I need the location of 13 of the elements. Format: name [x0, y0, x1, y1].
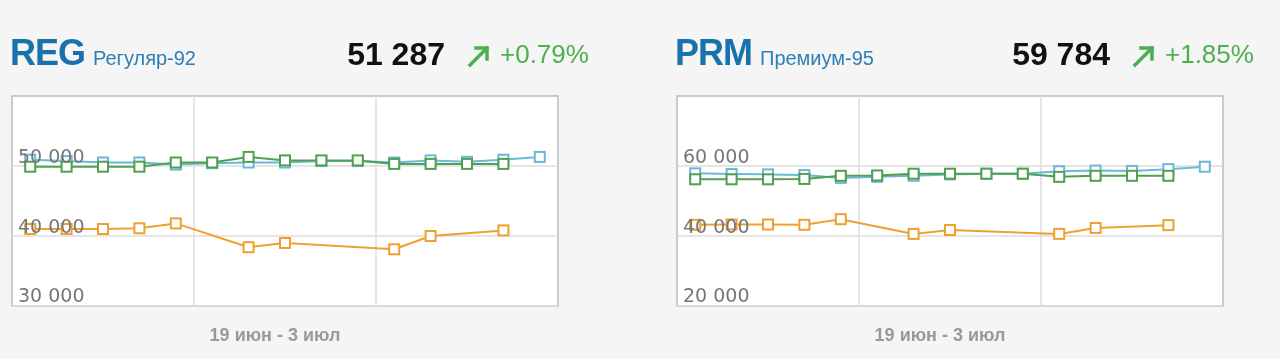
text: +1.85% — [1165, 39, 1254, 69]
text: +0.79% — [500, 39, 589, 69]
chart-title: PRM — [675, 32, 752, 73]
x-axis-title: 19 июн - 3 июл — [209, 325, 341, 345]
chart-title: REG — [10, 32, 86, 73]
text: 59 784 — [1012, 36, 1111, 72]
chart-subtitle: Регуляр-92 — [93, 47, 196, 69]
y-tick-label: 30 000 — [18, 284, 85, 306]
y-tick-label: 60 000 — [683, 145, 750, 167]
chart-subtitle: Премиум-95 — [760, 47, 874, 69]
y-tick-label: 20 000 — [683, 284, 750, 306]
x-axis-title: 19 июн - 3 июл — [874, 325, 1006, 345]
text: 51 287 — [347, 36, 445, 72]
